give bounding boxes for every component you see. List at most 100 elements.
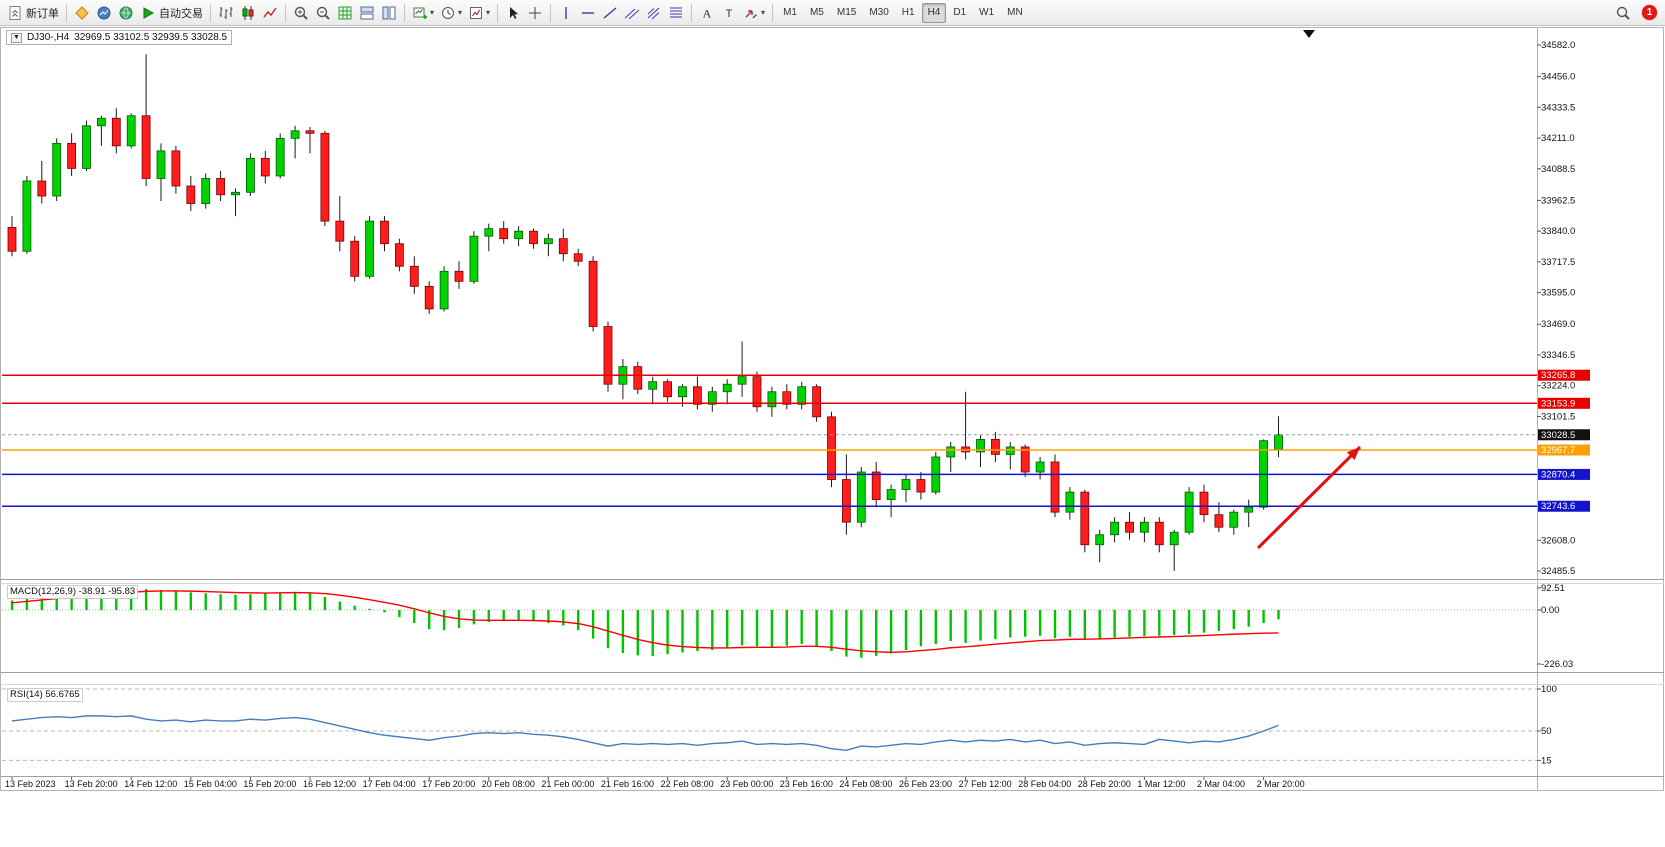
cursor-button[interactable] <box>502 2 524 24</box>
market-watch-button[interactable] <box>93 2 115 24</box>
trendline-button[interactable] <box>599 2 621 24</box>
candle-body <box>752 376 762 408</box>
candle-body <box>365 220 375 277</box>
candle-body <box>1065 491 1075 513</box>
profiles-button[interactable]: ▾ <box>437 2 465 24</box>
svg-text:32967.7: 32967.7 <box>1541 445 1575 456</box>
candle-body <box>1199 491 1209 516</box>
timeframe-M30[interactable]: M30 <box>869 7 889 18</box>
tile-vertical-button[interactable] <box>378 2 400 24</box>
svg-text:33265.8: 33265.8 <box>1541 370 1575 381</box>
candle-body <box>1214 514 1224 528</box>
scroll-to-end-icon[interactable] <box>1303 30 1315 38</box>
metaeditor-icon <box>74 5 90 21</box>
svg-text:27 Feb 12:00: 27 Feb 12:00 <box>959 779 1012 789</box>
svg-text:34088.5: 34088.5 <box>1541 164 1575 175</box>
svg-text:13 Feb 20:00: 13 Feb 20:00 <box>65 779 118 789</box>
timeframe-H4[interactable]: H4 <box>921 2 947 23</box>
notification-badge[interactable]: 1 <box>1642 5 1657 20</box>
svg-text:34211.0: 34211.0 <box>1541 133 1575 144</box>
candle-body <box>573 253 583 262</box>
toolbar-separator <box>404 3 405 22</box>
candle-body <box>1274 434 1283 450</box>
candle-body <box>529 230 538 245</box>
horizontal-line-button[interactable] <box>577 2 599 24</box>
candle-body <box>767 391 777 408</box>
bar-chart-button[interactable] <box>215 2 237 24</box>
auto-arrange-button[interactable] <box>334 2 356 24</box>
chart-window[interactable]: 34582.0 34456.0 34333.5 34211.0 34088.5 33962… <box>0 26 1665 842</box>
tile-windows-button[interactable] <box>356 2 378 24</box>
line-chart-button[interactable] <box>259 2 281 24</box>
chevron-down-icon: ▾ <box>430 8 435 17</box>
new-chart-button[interactable]: ▾ <box>409 2 437 24</box>
candle-body <box>1050 461 1060 513</box>
rsi-label: RSI(14) 56.6765 <box>7 688 83 702</box>
toolbar-separator <box>66 3 67 22</box>
toolbar-separator <box>550 3 552 22</box>
vertical-line-button[interactable] <box>555 2 577 24</box>
arrows-icon <box>743 5 759 21</box>
timeframe-M1[interactable]: M1 <box>783 7 797 18</box>
svg-text:16 Feb 12:00: 16 Feb 12:00 <box>303 779 356 789</box>
svg-text:92.51: 92.51 <box>1541 583 1565 594</box>
crosshair-button[interactable] <box>524 2 546 24</box>
navigator-button[interactable] <box>115 2 137 24</box>
svg-text:15 Feb 20:00: 15 Feb 20:00 <box>243 779 296 789</box>
svg-text:20 Feb 08:00: 20 Feb 08:00 <box>482 779 535 789</box>
channel-icon <box>624 5 640 21</box>
candle-body <box>886 489 896 501</box>
zoom-out-icon <box>315 5 331 21</box>
candle-body <box>1229 511 1239 528</box>
label-button[interactable]: T <box>718 2 740 24</box>
pitchfork-button[interactable] <box>643 2 665 24</box>
svg-text:33224.0: 33224.0 <box>1541 381 1575 392</box>
price-lines-layer[interactable] <box>2 374 1537 507</box>
zoom-in-button[interactable] <box>290 2 312 24</box>
candle-body <box>1095 534 1105 546</box>
new-order-button[interactable]: 新订单 <box>4 2 62 24</box>
svg-text:17 Feb 20:00: 17 Feb 20:00 <box>422 779 475 789</box>
candle-body <box>827 416 836 480</box>
timeframe-W1[interactable]: W1 <box>979 7 995 18</box>
price-marker <box>1538 468 1590 480</box>
template-button[interactable]: ▾ <box>465 2 493 24</box>
market-watch-icon <box>96 5 112 21</box>
zoom-in-icon <box>293 5 309 21</box>
svg-text:13 Feb 2023: 13 Feb 2023 <box>5 779 56 789</box>
svg-text:32743.6: 32743.6 <box>1541 501 1575 512</box>
timeframe-H1[interactable]: H1 <box>901 7 915 18</box>
zoom-out-button[interactable] <box>312 2 334 24</box>
svg-text:23 Feb 16:00: 23 Feb 16:00 <box>780 779 833 789</box>
candle-body <box>216 178 226 196</box>
svg-text:24 Feb 08:00: 24 Feb 08:00 <box>839 779 892 789</box>
timeframe-M5[interactable]: M5 <box>809 7 824 18</box>
svg-text:33717.5: 33717.5 <box>1541 257 1575 268</box>
candle-body <box>976 439 985 453</box>
annotations-layer[interactable] <box>1256 30 1362 550</box>
candle-body <box>871 471 881 501</box>
tile-vertical-icon <box>381 5 397 21</box>
chart-canvas[interactable]: 34582.0 34456.0 34333.5 34211.0 34088.5 33962… <box>0 26 1665 842</box>
symbol-dropdown-icon[interactable]: ▼ <box>11 32 22 43</box>
timeframe-MN[interactable]: MN <box>1007 7 1023 18</box>
search-button[interactable] <box>1612 2 1634 24</box>
candle-body <box>469 235 479 282</box>
autotrade-button[interactable]: 自动交易 <box>137 2 206 24</box>
metaeditor-button[interactable] <box>71 2 93 24</box>
time-axis[interactable]: 13 Feb 2023 13 Feb 20:00 14 Feb 12:00 15 Fe… <box>5 777 1305 789</box>
cursor-icon <box>505 5 521 21</box>
toolbar-separator <box>497 3 499 22</box>
candlestick-chart-button[interactable] <box>237 2 259 24</box>
arrows-button[interactable]: ▾ <box>740 2 768 24</box>
trend-arrow[interactable] <box>1256 445 1362 550</box>
fibonacci-button[interactable] <box>665 2 687 24</box>
price-axis[interactable]: 34582.0 34456.0 34333.5 34211.0 34088.5 33962… <box>1537 40 1590 766</box>
candle-body <box>335 220 345 242</box>
channel-button[interactable] <box>621 2 643 24</box>
candle-body <box>1110 521 1119 536</box>
text-button[interactable]: A <box>696 2 718 24</box>
timeframe-D1[interactable]: D1 <box>953 7 967 18</box>
candle-body <box>171 150 181 187</box>
timeframe-M15[interactable]: M15 <box>836 7 857 18</box>
